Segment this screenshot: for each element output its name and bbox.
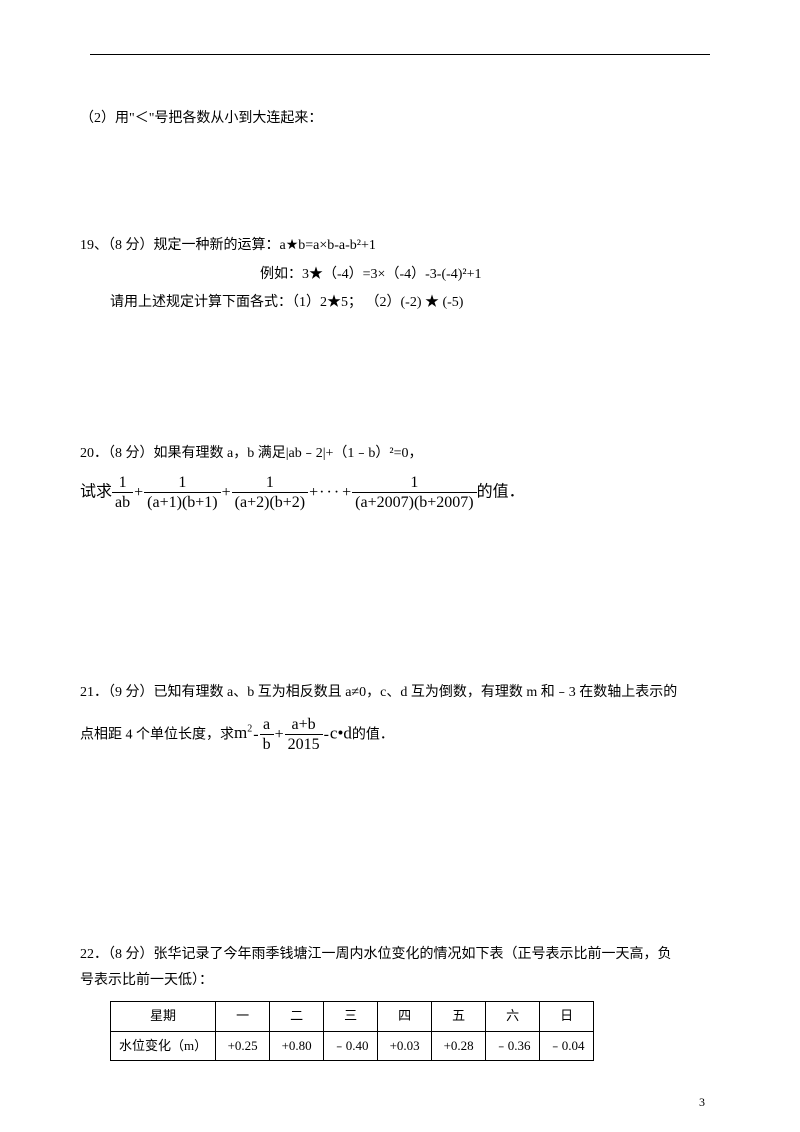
plus-4: + bbox=[341, 480, 352, 506]
th-5: 五 bbox=[432, 1001, 486, 1031]
q20-equation: 试求1ab+1(a+1)(b+1)+1(a+2)(b+2)+···+1(a+20… bbox=[80, 473, 720, 512]
minus-1: - bbox=[252, 722, 259, 748]
frac-3: 1(a+2)(b+2) bbox=[232, 473, 308, 512]
td-5: +0.28 bbox=[432, 1031, 486, 1061]
ellipsis: ··· bbox=[319, 480, 341, 506]
q21-prefix: 点相距 4 个单位长度，求 bbox=[80, 727, 234, 742]
q18-part2: （2）用"＜"号把各数从小到大连起来： bbox=[80, 108, 720, 130]
table-header-row: 星期 一 二 三 四 五 六 日 bbox=[111, 1001, 594, 1031]
th-3: 三 bbox=[324, 1001, 378, 1031]
q22: 22．（8 分）张华记录了今年雨季钱塘江一周内水位变化的情况如下表（正号表示比前… bbox=[80, 944, 720, 1061]
td-4: +0.03 bbox=[378, 1031, 432, 1061]
water-level-table: 星期 一 二 三 四 五 六 日 水位变化（m） +0.25 +0.80 ﹣0.… bbox=[110, 1001, 594, 1062]
frac-ab2015: a+b2015 bbox=[285, 715, 323, 754]
th-6: 六 bbox=[486, 1001, 540, 1031]
q18-2-text: （2）用"＜"号把各数从小到大连起来： bbox=[80, 111, 322, 126]
frac-2: 1(a+1)(b+1) bbox=[144, 473, 220, 512]
m-squared: m2 bbox=[234, 723, 252, 742]
plus-3: + bbox=[308, 480, 319, 506]
td-2: +0.80 bbox=[270, 1031, 324, 1061]
q19: 19、（8 分）规定一种新的运算：a★b=a×b-a-b²+1 例如：3★（-4… bbox=[80, 235, 720, 314]
q20-intro: 20．（8 分）如果有理数 a，b 满足|ab﹣2|+（1﹣b）²=0， bbox=[80, 443, 720, 465]
td-6: ﹣0.36 bbox=[486, 1031, 540, 1061]
q21: 21．（9 分）已知有理数 a、b 互为相反数且 a≠0，c、d 互为倒数，有理… bbox=[80, 682, 720, 754]
q20-prefix: 试求 bbox=[80, 483, 112, 500]
th-2: 二 bbox=[270, 1001, 324, 1031]
td-3: ﹣0.40 bbox=[324, 1031, 378, 1061]
td-1: +0.25 bbox=[216, 1031, 270, 1061]
q19-line1: 19、（8 分）规定一种新的运算：a★b=a×b-a-b²+1 bbox=[80, 235, 720, 257]
q21-tail: 的值． bbox=[352, 727, 394, 742]
row-label: 水位变化（m） bbox=[111, 1031, 216, 1061]
q22-intro2: 号表示比前一天低）： bbox=[80, 970, 720, 992]
th-4week: 四 bbox=[378, 1001, 432, 1031]
frac-1: 1ab bbox=[112, 473, 133, 512]
q19-line2: 例如：3★（-4）=3×（-4）-3-(-4)²+1 bbox=[80, 264, 720, 286]
frac-4: 1(a+2007)(b+2007) bbox=[352, 473, 476, 512]
th-week: 星期 bbox=[111, 1001, 216, 1031]
frac-ab: ab bbox=[260, 715, 274, 754]
td-7: ﹣0.04 bbox=[540, 1031, 594, 1061]
plus-2: + bbox=[221, 480, 232, 506]
plus-21: + bbox=[274, 722, 285, 748]
q22-intro1: 22．（8 分）张华记录了今年雨季钱塘江一周内水位变化的情况如下表（正号表示比前… bbox=[80, 944, 720, 966]
q20-tail: 的值． bbox=[477, 483, 525, 500]
header-rule bbox=[90, 54, 710, 55]
minus-2: - bbox=[323, 722, 330, 748]
cd-term: c•d bbox=[330, 723, 352, 742]
table-data-row: 水位变化（m） +0.25 +0.80 ﹣0.40 +0.03 +0.28 ﹣0… bbox=[111, 1031, 594, 1061]
q20: 20．（8 分）如果有理数 a，b 满足|ab﹣2|+（1﹣b）²=0， 试求1… bbox=[80, 443, 720, 513]
th-7: 日 bbox=[540, 1001, 594, 1031]
plus-1: + bbox=[133, 480, 144, 506]
q21-equation: 点相距 4 个单位长度，求m2 - ab+a+b2015 - c•d的值． bbox=[80, 715, 720, 754]
page-number: 3 bbox=[699, 1093, 705, 1112]
th-1: 一 bbox=[216, 1001, 270, 1031]
q21-line1: 21．（9 分）已知有理数 a、b 互为相反数且 a≠0，c、d 互为倒数，有理… bbox=[80, 682, 720, 704]
q19-line3: 请用上述规定计算下面各式：（1）2★5； （2）(-2) ★ (-5) bbox=[80, 292, 720, 314]
